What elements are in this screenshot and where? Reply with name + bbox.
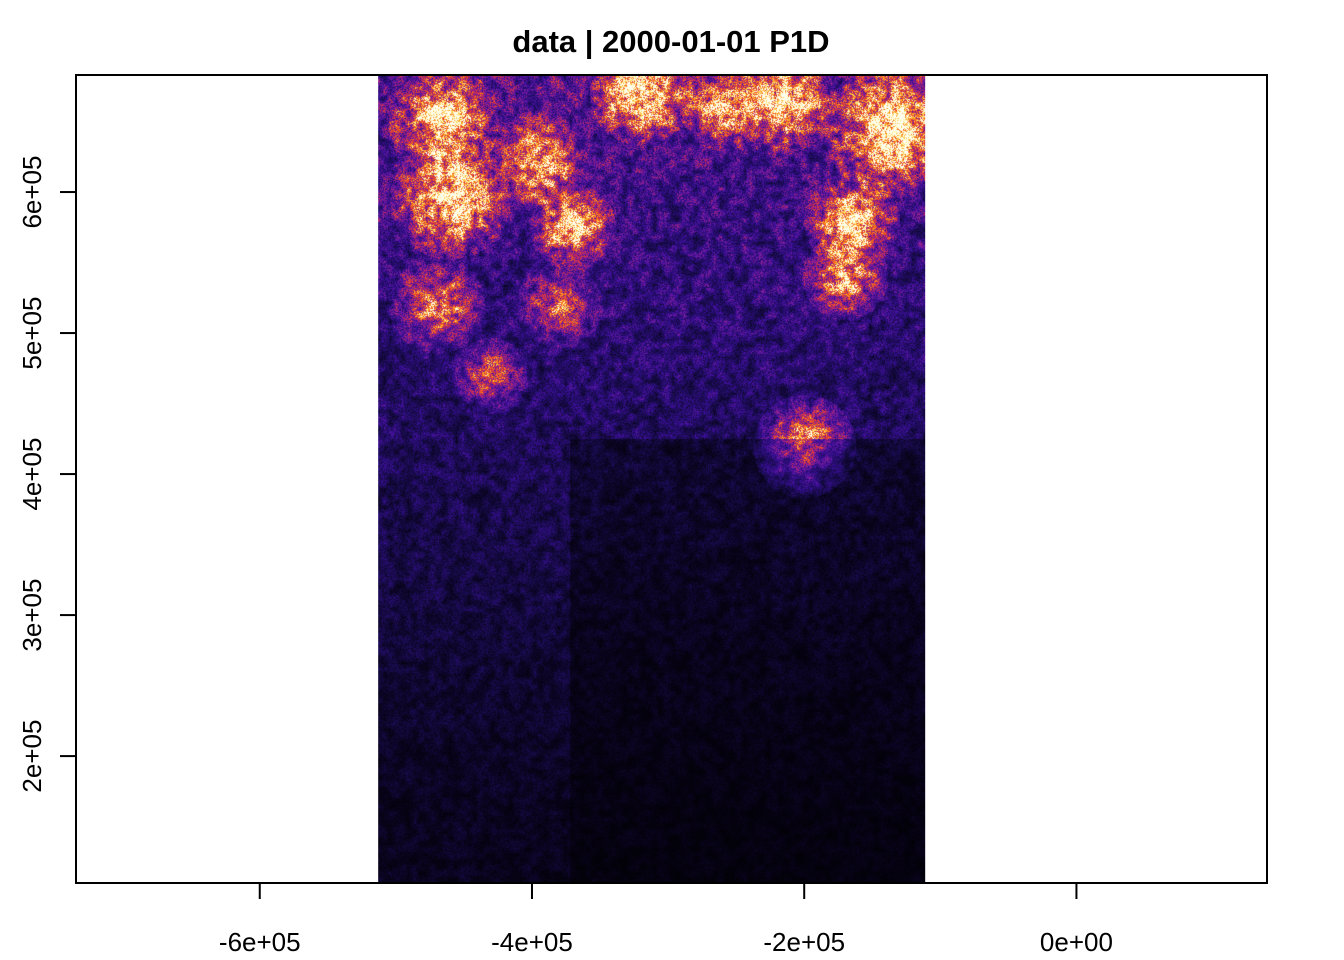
chart-title: data | 2000-01-01 P1D xyxy=(512,24,829,59)
x-axis: -6e+05 -4e+05 -2e+05 0e+00 xyxy=(219,882,1113,957)
y-tick-label: 5e+05 xyxy=(17,297,47,370)
raster-layer xyxy=(378,75,926,883)
y-tick-label: 3e+05 xyxy=(17,579,47,652)
x-tick-label: -6e+05 xyxy=(219,927,301,957)
y-tick-label: 4e+05 xyxy=(17,438,47,511)
x-tick-label: -4e+05 xyxy=(491,927,573,957)
x-tick-label: 0e+00 xyxy=(1040,927,1113,957)
raster-image xyxy=(378,75,926,883)
x-tick-label: -2e+05 xyxy=(763,927,845,957)
y-axis: 2e+05 3e+05 4e+05 5e+05 6e+05 xyxy=(17,156,77,793)
y-tick-label: 6e+05 xyxy=(17,156,47,229)
y-tick-label: 2e+05 xyxy=(17,720,47,793)
